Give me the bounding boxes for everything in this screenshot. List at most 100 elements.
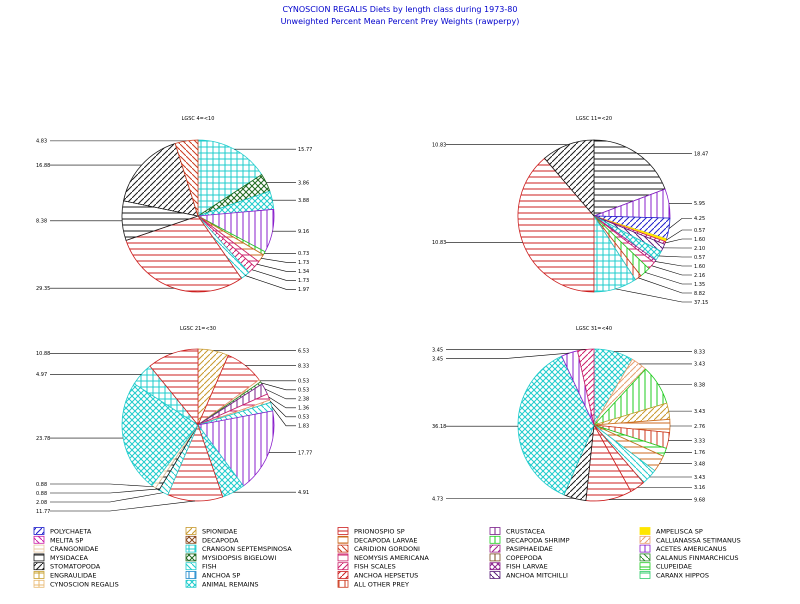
- legend-swatch: [34, 536, 44, 543]
- slice-label: 5.95: [694, 201, 705, 207]
- leader-line: [261, 258, 296, 262]
- legend-item: CALLIANASSA SETIMANUS: [640, 536, 741, 544]
- legend-swatch: [338, 563, 348, 570]
- slice-label: 0.73: [298, 251, 309, 257]
- legend-item: AMPELISCA SP: [640, 528, 703, 536]
- legend-item: ANCHOA HEPSETUS: [338, 572, 418, 580]
- legend-swatch: [186, 580, 196, 587]
- pie-chart: LGSC 31=<408.333.438.383.432.763.331.763…: [432, 326, 705, 503]
- legend-label: MYSIDOPSIS BIGELOWI: [202, 554, 276, 562]
- legend-item: FISH SCALES: [338, 563, 396, 571]
- legend-item: ALL OTHER PREY: [338, 580, 409, 588]
- legend-swatch: [490, 528, 500, 535]
- legend-label: NEOMYSIS AMERICANA: [354, 554, 429, 562]
- legend-item: MYSIDOPSIS BIGELOWI: [186, 554, 276, 562]
- slice-label: 3.45: [432, 347, 443, 353]
- slice-label: 4.91: [298, 490, 309, 496]
- slice-label: 16.88: [36, 163, 50, 169]
- legend-item: CYNOSCION REGALIS: [34, 580, 119, 588]
- legend-swatch: [640, 545, 650, 552]
- pie-title: LGSC 21=<30: [180, 326, 216, 332]
- legend-label: ALL OTHER PREY: [354, 580, 409, 588]
- legend-item: NEOMYSIS AMERICANA: [338, 554, 429, 562]
- leader-line: [272, 407, 296, 426]
- leader-line: [669, 218, 692, 228]
- legend-label: ANCHOA MITCHILLI: [506, 572, 568, 580]
- slice-label: 3.43: [694, 409, 705, 415]
- slice-label: 4.97: [36, 372, 47, 378]
- leader-line: [270, 401, 296, 417]
- legend-label: STOMATOPODA: [50, 563, 101, 571]
- leader-line: [665, 239, 692, 243]
- slice-label: 0.57: [694, 255, 705, 261]
- slice-label: 8.82: [694, 291, 705, 297]
- slice-label: 1.83: [298, 424, 309, 430]
- chart-subtitle: Unweighted Percent Mean Percent Prey Wei…: [281, 17, 520, 26]
- legend-label: ANCHOA SP: [202, 572, 240, 580]
- pie-title: LGSC 11=<20: [576, 116, 612, 122]
- legend-label: DECAPODA SHRIMP: [506, 536, 570, 544]
- legend-item: ANCHOA SP: [186, 572, 240, 580]
- leader-line: [261, 383, 296, 390]
- legend-label: CARIDION GORDONI: [354, 545, 420, 553]
- slice-label: 23.78: [36, 436, 50, 442]
- legend-swatch: [34, 580, 44, 587]
- slice-label: 11.77: [36, 509, 50, 515]
- legend-label: MELITA SP: [50, 536, 83, 544]
- legend-swatch: [186, 545, 196, 552]
- slice-label: 0.53: [298, 388, 309, 394]
- leader-line: [666, 230, 692, 240]
- legend-label: ENGRAULIDAE: [50, 572, 96, 580]
- legend-item: CARIDION GORDONI: [338, 545, 420, 553]
- slice-label: 0.88: [36, 491, 47, 497]
- legend-item: STOMATOPODA: [34, 563, 101, 571]
- pie-charts: LGSC 4=<1015.773.863.889.160.731.731.341…: [36, 116, 708, 515]
- legend-swatch: [34, 554, 44, 561]
- slice-label: 29.35: [36, 286, 50, 292]
- slice-label: 37.15: [694, 300, 708, 306]
- legend-swatch: [490, 554, 500, 561]
- slice-label: 0.53: [298, 379, 309, 385]
- slice-label: 2.38: [298, 397, 309, 403]
- slice-label: 1.60: [694, 264, 705, 270]
- slice-label: 3.48: [694, 461, 705, 467]
- legend-swatch: [186, 528, 196, 535]
- slice-label: 2.76: [694, 424, 705, 430]
- legend-label: CALANUS FINMARCHICUS: [656, 554, 739, 562]
- slice-label: 0.53: [298, 415, 309, 421]
- slice-label: 3.43: [694, 475, 705, 481]
- legend-label: FISH SCALES: [354, 563, 396, 571]
- legend-item: CRANGONIDAE: [34, 545, 98, 553]
- slice-label: 0.57: [694, 228, 705, 234]
- slice-label: 1.73: [298, 278, 309, 284]
- legend-item: FISH LARVAE: [490, 563, 548, 571]
- legend-label: CALLIANASSA SETIMANUS: [656, 536, 741, 544]
- slice-label: 4.25: [694, 216, 705, 222]
- legend-item: DECAPODA SHRIMP: [490, 536, 570, 544]
- slice-label: 3.86: [298, 180, 309, 186]
- legend-swatch: [338, 528, 348, 535]
- slice-label: 2.16: [694, 273, 705, 279]
- slice-label: 6.53: [298, 348, 309, 354]
- leader-line: [50, 484, 154, 487]
- leader-line: [257, 264, 296, 271]
- legend-swatch: [338, 572, 348, 579]
- legend-swatch: [490, 545, 500, 552]
- legend-item: DECAPODA: [186, 536, 239, 544]
- legend-item: CLUPEIDAE: [640, 563, 692, 571]
- legend-label: CYNOSCION REGALIS: [50, 580, 119, 588]
- legend-item: COPEPODA: [490, 554, 543, 562]
- legend-label: DECAPODA LARVAE: [354, 536, 418, 544]
- legend-item: PRIONOSPIO SP: [338, 528, 405, 536]
- leader-line: [655, 261, 692, 266]
- legend-swatch: [338, 536, 348, 543]
- slice-label: 10.83: [432, 143, 446, 149]
- legend-swatch: [640, 572, 650, 579]
- legend-label: PRIONOSPIO SP: [354, 528, 405, 536]
- legend-label: CARANX HIPPOS: [656, 572, 709, 580]
- slice-label: 8.38: [694, 383, 705, 389]
- legend-label: ACETES AMERICANUS: [656, 545, 727, 553]
- slice-label: 1.97: [298, 287, 309, 293]
- legend-item: ACETES AMERICANUS: [640, 545, 727, 553]
- legend-label: ANCHOA HEPSETUS: [354, 572, 418, 580]
